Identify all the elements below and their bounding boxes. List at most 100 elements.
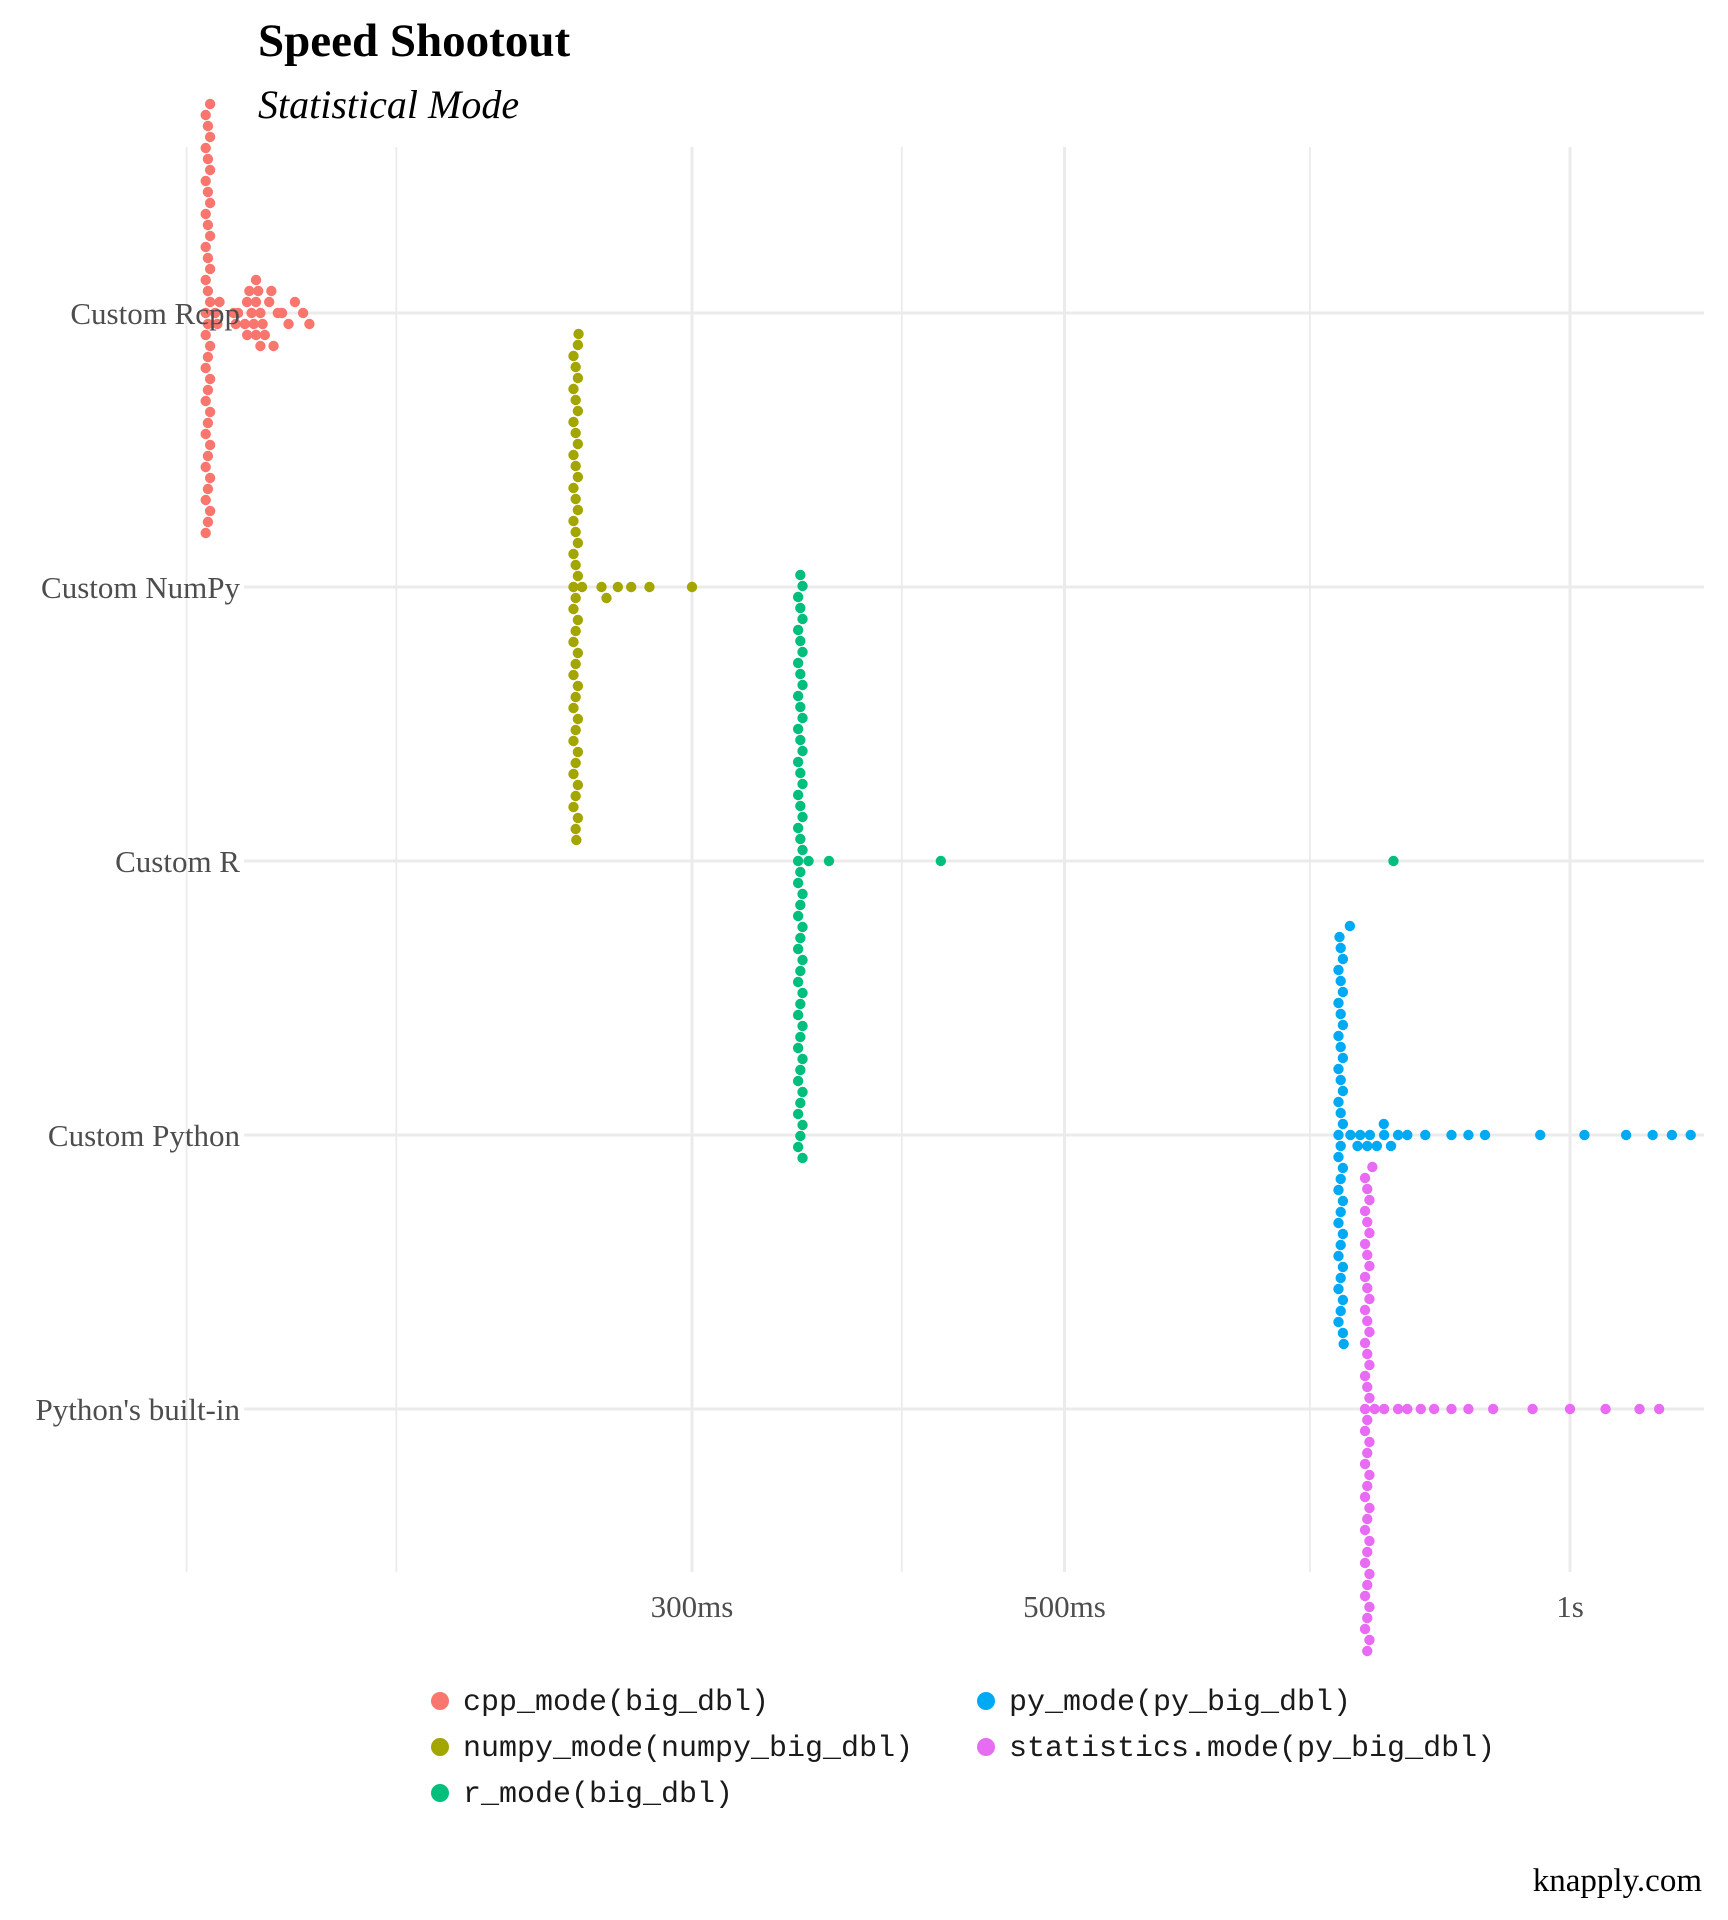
data-point-cpp-mode-big-dbl — [241, 296, 253, 308]
data-point-py-mode-py-big-dbl — [1666, 1129, 1678, 1141]
data-point-statistics-mode-py-big-dbl — [1362, 1282, 1373, 1294]
data-point-py-mode-py-big-dbl — [1352, 1140, 1363, 1152]
data-point-cpp-mode-big-dbl — [244, 285, 255, 297]
data-point-py-mode-py-big-dbl — [1685, 1129, 1696, 1141]
x-tick-label-300ms: 300ms — [651, 1589, 734, 1624]
data-point-r-mode-big-dbl — [792, 690, 804, 702]
data-point-statistics-mode-py-big-dbl — [1364, 1194, 1375, 1206]
data-point-cpp-mode-big-dbl — [204, 296, 216, 308]
data-point-cpp-mode-big-dbl — [204, 131, 216, 143]
data-point-numpy-mode-numpy-big-dbl — [568, 383, 579, 395]
data-point-py-mode-py-big-dbl — [1335, 1305, 1346, 1317]
data-point-py-mode-py-big-dbl — [1446, 1129, 1457, 1141]
data-point-statistics-mode-py-big-dbl — [1364, 1436, 1375, 1448]
data-point-cpp-mode-big-dbl — [204, 197, 216, 209]
data-point-statistics-mode-py-big-dbl — [1359, 1238, 1371, 1250]
data-point-r-mode-big-dbl — [792, 877, 804, 889]
data-point-r-mode-big-dbl — [795, 767, 806, 779]
data-point-py-mode-py-big-dbl — [1355, 1129, 1366, 1141]
data-point-r-mode-big-dbl — [792, 591, 804, 603]
data-point-r-mode-big-dbl — [797, 1020, 808, 1032]
data-point-cpp-mode-big-dbl — [248, 318, 259, 330]
data-point-r-mode-big-dbl — [795, 932, 806, 944]
data-point-cpp-mode-big-dbl — [289, 296, 301, 308]
data-point-cpp-mode-big-dbl — [204, 98, 216, 110]
data-point-statistics-mode-py-big-dbl — [1527, 1403, 1538, 1415]
data-point-r-mode-big-dbl — [795, 1064, 806, 1076]
y-tick-label-python-s-built-in: Python's built-in — [35, 1392, 240, 1427]
data-point-py-mode-py-big-dbl — [1579, 1129, 1590, 1141]
data-point-cpp-mode-big-dbl — [204, 230, 216, 242]
data-point-statistics-mode-py-big-dbl — [1359, 1425, 1371, 1437]
data-point-statistics-mode-py-big-dbl — [1415, 1403, 1427, 1415]
data-point-r-mode-big-dbl — [792, 910, 804, 922]
data-point-py-mode-py-big-dbl — [1333, 1151, 1344, 1163]
legend-key-cpp-mode-big-dbl — [431, 1692, 449, 1710]
data-point-cpp-mode-big-dbl — [253, 285, 264, 297]
data-point-py-mode-py-big-dbl — [1333, 1250, 1344, 1262]
data-point-cpp-mode-big-dbl — [202, 186, 214, 198]
data-point-statistics-mode-py-big-dbl — [1364, 1568, 1375, 1580]
data-point-numpy-mode-numpy-big-dbl — [568, 636, 579, 648]
data-point-numpy-mode-numpy-big-dbl — [572, 570, 584, 582]
data-point-r-mode-big-dbl — [797, 745, 808, 757]
data-point-r-mode-big-dbl — [935, 855, 947, 867]
data-point-py-mode-py-big-dbl — [1337, 986, 1349, 998]
data-point-cpp-mode-big-dbl — [202, 252, 214, 264]
data-point-r-mode-big-dbl — [792, 624, 804, 636]
data-point-py-mode-py-big-dbl — [1402, 1129, 1413, 1141]
data-point-py-mode-py-big-dbl — [1337, 1294, 1349, 1306]
data-point-r-mode-big-dbl — [792, 1075, 804, 1087]
data-point-cpp-mode-big-dbl — [297, 307, 309, 319]
data-point-r-mode-big-dbl — [792, 1042, 804, 1054]
data-point-py-mode-py-big-dbl — [1385, 1140, 1397, 1152]
data-point-numpy-mode-numpy-big-dbl — [568, 482, 579, 494]
data-point-cpp-mode-big-dbl — [241, 329, 253, 341]
x-axis-tick-labels: 300ms 500ms 1s — [651, 1589, 1584, 1624]
data-point-statistics-mode-py-big-dbl — [1463, 1403, 1474, 1415]
data-point-numpy-mode-numpy-big-dbl — [612, 581, 624, 593]
data-point-py-mode-py-big-dbl — [1647, 1129, 1658, 1141]
data-point-r-mode-big-dbl — [797, 646, 808, 658]
data-point-r-mode-big-dbl — [795, 998, 806, 1010]
data-point-cpp-mode-big-dbl — [202, 285, 214, 297]
data-point-numpy-mode-numpy-big-dbl — [576, 581, 588, 593]
data-point-statistics-mode-py-big-dbl — [1446, 1403, 1457, 1415]
data-point-statistics-mode-py-big-dbl — [1359, 1205, 1371, 1217]
data-point-r-mode-big-dbl — [795, 800, 806, 812]
data-point-numpy-mode-numpy-big-dbl — [572, 647, 584, 659]
data-point-r-mode-big-dbl — [797, 778, 808, 790]
data-point-numpy-mode-numpy-big-dbl — [572, 812, 584, 824]
data-point-py-mode-py-big-dbl — [1337, 1019, 1349, 1031]
data-point-numpy-mode-numpy-big-dbl — [601, 592, 612, 604]
data-point-py-mode-py-big-dbl — [1337, 1085, 1349, 1097]
data-point-cpp-mode-big-dbl — [246, 307, 257, 319]
data-point-numpy-mode-numpy-big-dbl — [568, 515, 579, 527]
data-point-r-mode-big-dbl — [792, 789, 804, 801]
data-point-statistics-mode-py-big-dbl — [1362, 1645, 1373, 1657]
data-point-cpp-mode-big-dbl — [276, 307, 288, 319]
data-point-numpy-mode-numpy-big-dbl — [625, 581, 637, 593]
data-point-numpy-mode-numpy-big-dbl — [570, 625, 581, 637]
data-point-r-mode-big-dbl — [795, 1130, 806, 1142]
data-point-statistics-mode-py-big-dbl — [1364, 1502, 1375, 1514]
data-point-statistics-mode-py-big-dbl — [1378, 1403, 1390, 1415]
data-point-statistics-mode-py-big-dbl — [1359, 1458, 1371, 1470]
data-point-cpp-mode-big-dbl — [266, 285, 277, 297]
gridlines — [185, 147, 1704, 1572]
data-point-py-mode-py-big-dbl — [1378, 1129, 1390, 1141]
data-point-py-mode-py-big-dbl — [1338, 1338, 1349, 1350]
data-point-py-mode-py-big-dbl — [1337, 1327, 1349, 1339]
data-point-statistics-mode-py-big-dbl — [1369, 1403, 1380, 1415]
y-tick-label-custom-rcpp: Custom Rcpp — [70, 296, 240, 331]
data-point-statistics-mode-py-big-dbl — [1359, 1524, 1371, 1536]
data-point-statistics-mode-py-big-dbl — [1364, 1293, 1375, 1305]
data-point-py-mode-py-big-dbl — [1333, 1316, 1344, 1328]
data-point-numpy-mode-numpy-big-dbl — [568, 768, 579, 780]
data-point-r-mode-big-dbl — [792, 1141, 804, 1153]
data-point-py-mode-py-big-dbl — [1333, 1283, 1344, 1295]
data-point-r-mode-big-dbl — [797, 613, 808, 625]
chart-subtitle: Statistical Mode — [258, 82, 519, 127]
data-point-py-mode-py-big-dbl — [1333, 964, 1344, 976]
data-point-py-mode-py-big-dbl — [1463, 1129, 1474, 1141]
